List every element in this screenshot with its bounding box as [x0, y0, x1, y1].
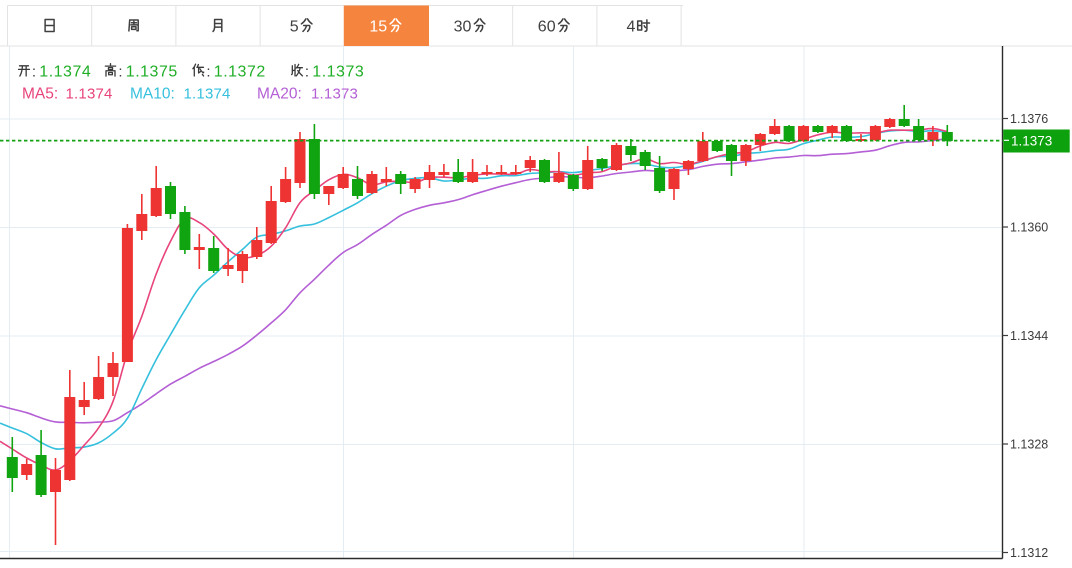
- svg-text:1.1373: 1.1373: [1011, 134, 1052, 149]
- svg-text:1.1374: 1.1374: [66, 86, 113, 103]
- svg-text::: :: [305, 64, 309, 81]
- svg-text:1.1376: 1.1376: [1010, 112, 1048, 126]
- svg-text:1.1375: 1.1375: [126, 64, 178, 81]
- svg-text:1.1328: 1.1328: [1010, 438, 1048, 452]
- svg-text::: :: [206, 64, 210, 81]
- svg-text:1.1360: 1.1360: [1010, 221, 1048, 235]
- svg-text:4: 4: [627, 19, 636, 36]
- svg-text:MA10:: MA10:: [130, 86, 175, 103]
- svg-text:60: 60: [538, 19, 556, 36]
- svg-text::: :: [32, 64, 36, 81]
- svg-text::: :: [118, 64, 122, 81]
- svg-text:1.1373: 1.1373: [311, 86, 358, 103]
- svg-text:1.1344: 1.1344: [1010, 329, 1048, 343]
- svg-text:1.1374: 1.1374: [184, 86, 231, 103]
- svg-text:15: 15: [369, 19, 387, 36]
- svg-text:MA5:: MA5:: [22, 86, 58, 103]
- svg-text:1.1374: 1.1374: [39, 64, 91, 81]
- svg-text:1.1312: 1.1312: [1010, 546, 1048, 560]
- svg-text:1.1373: 1.1373: [312, 64, 364, 81]
- svg-text:5: 5: [290, 19, 299, 36]
- svg-text:MA20:: MA20:: [257, 86, 302, 103]
- svg-text:30: 30: [454, 19, 472, 36]
- svg-text:1.1372: 1.1372: [214, 64, 266, 81]
